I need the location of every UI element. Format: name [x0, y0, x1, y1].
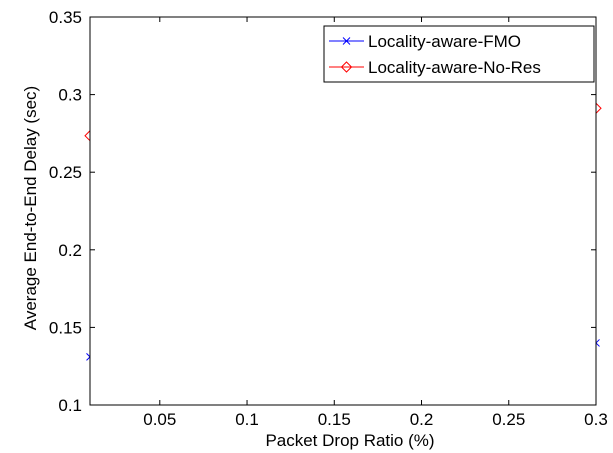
legend-label: Locality-aware-No-Res	[368, 58, 541, 77]
marker-stroke	[342, 37, 351, 45]
x-tick-label: 0.15	[318, 410, 351, 429]
x-tick-label: 0.1	[235, 410, 259, 429]
y-tick-label: 0.15	[49, 318, 82, 337]
x-axis-title: Packet Drop Ratio (%)	[265, 431, 434, 450]
legend: Locality-aware-FMO Locality-aware-No-Res	[323, 25, 595, 83]
legend-swatch-marker	[340, 61, 353, 73]
y-axis-title: Average End-to-End Delay (sec)	[21, 86, 40, 330]
y-tick-label: 0.25	[49, 163, 82, 182]
legend-swatch-marker	[342, 37, 351, 45]
x-tick-label: 0.3	[584, 410, 608, 429]
legend-box	[323, 25, 595, 83]
y-tick-label: 0.35	[49, 8, 82, 27]
x-tick-label: 0.05	[143, 410, 176, 429]
x-tick-label: 0.25	[492, 410, 525, 429]
y-tick-label: 0.2	[58, 241, 82, 260]
legend-label: Locality-aware-FMO	[368, 32, 521, 51]
x-tick-label: 0.2	[410, 410, 434, 429]
y-tick-label: 0.1	[58, 396, 82, 415]
y-tick-label: 0.3	[58, 86, 82, 105]
